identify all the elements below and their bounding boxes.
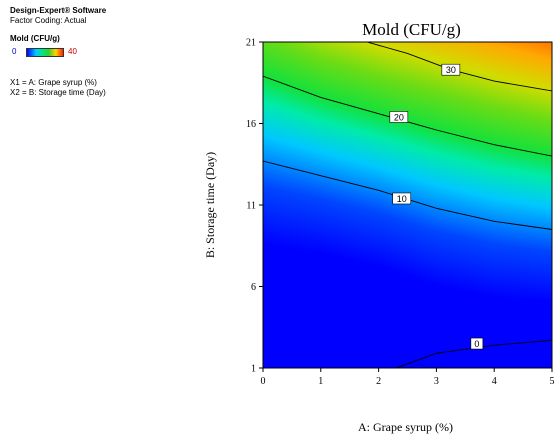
x-axis-label: A: Grape syrup (%) [358, 420, 453, 434]
y-tick-label: 1 [251, 364, 256, 375]
y-tick-label: 6 [251, 282, 256, 293]
x-tick-label: 3 [434, 376, 439, 387]
y-tick-label: 11 [246, 201, 256, 212]
legend-color-bar [26, 48, 64, 57]
info-panel: Design-Expert® Software Factor Coding: A… [10, 6, 106, 98]
factor-x1: X1 = A: Grape syrup (%) [10, 78, 97, 87]
software-name: Design-Expert® Software [10, 6, 107, 15]
y-tick-label: 21 [246, 38, 256, 49]
contour-label-box-30 [441, 63, 461, 76]
contour-label-box-20 [389, 111, 409, 123]
x-tick-label: 4 [492, 376, 497, 387]
x-tick-label: 0 [261, 376, 266, 387]
contour-label-box-10 [392, 192, 412, 205]
contour-label-20: 20 [394, 112, 404, 122]
factor-x2: X2 = B: Storage time (Day) [10, 88, 106, 97]
x-tick-label: 5 [550, 376, 554, 387]
contour-label-box-0 [470, 337, 484, 350]
y-axis-label: B: Storage time (Day) [203, 152, 217, 258]
legend-max-value: 40 [68, 47, 77, 56]
y-tick-label: 16 [246, 119, 256, 130]
response-label: Mold (CFU/g) [10, 34, 60, 43]
contour-label-10: 10 [397, 194, 407, 204]
contour-heatmap [263, 42, 552, 368]
contour-line-0 [395, 339, 552, 368]
chart-title: Mold (CFU/g) [362, 20, 461, 39]
x-tick-label: 1 [318, 376, 323, 387]
contour-label-0: 0 [474, 339, 479, 349]
factor-coding: Factor Coding: Actual [10, 16, 87, 25]
legend-min-value: 0 [12, 47, 17, 56]
color-legend: 0 40 [10, 46, 106, 58]
contour-label-30: 30 [446, 65, 456, 75]
x-tick-label: 2 [376, 376, 381, 387]
